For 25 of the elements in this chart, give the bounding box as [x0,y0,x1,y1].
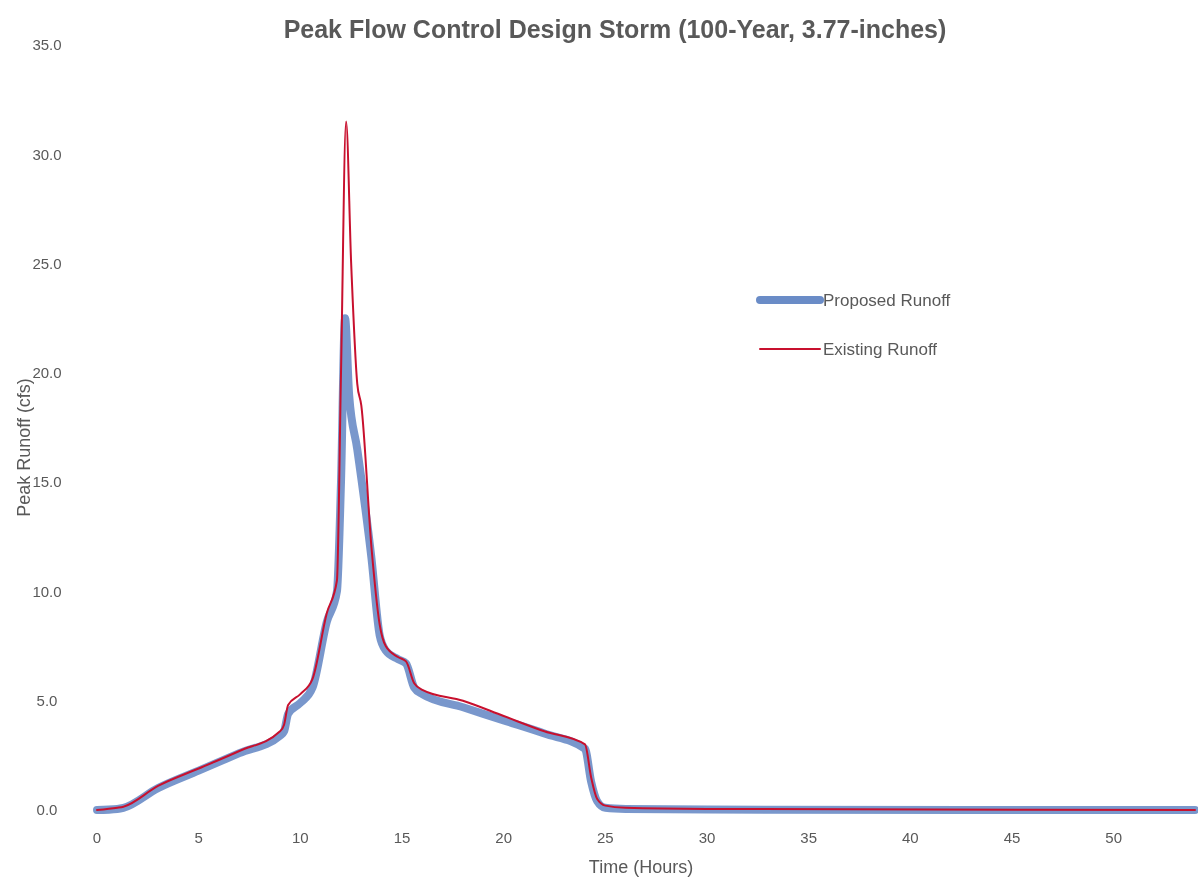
y-tick-label: 35.0 [32,36,62,54]
x-axis-title: Time (Hours) [588,857,694,877]
y-tick-label: 30.0 [32,145,62,163]
chart-title: Peak Flow Control Design Storm (100-Year, 3.77-inches) [283,15,947,43]
y-tick-label: 5.0 [36,691,58,709]
x-tick-label: 30 [698,829,716,847]
x-tick-label: 45 [1003,829,1021,847]
x-tick-label: 5 [194,829,203,847]
legend-label: Proposed Runoff [823,290,951,310]
y-tick-label: 15.0 [32,473,62,491]
y-tick-label: 0.0 [36,801,58,819]
x-tick-label: 0 [92,829,102,847]
y-tick-label: 10.0 [32,582,62,600]
x-tick-label: 10 [291,829,309,847]
line-series [96,120,1196,811]
x-tick-label: 15 [393,829,411,847]
y-axis-title: Peak Runoff (cfs) [14,378,34,517]
x-tick-label: 40 [901,829,919,847]
y-tick-label: 25.0 [32,254,62,272]
x-tick-label: 20 [495,829,513,847]
x-tick-label: 25 [596,829,614,847]
legend-label: Existing Runoff [823,339,938,359]
x-tick-label: 50 [1105,829,1123,847]
x-tick-label: 35 [800,829,818,847]
y-tick-label: 20.0 [32,364,62,382]
